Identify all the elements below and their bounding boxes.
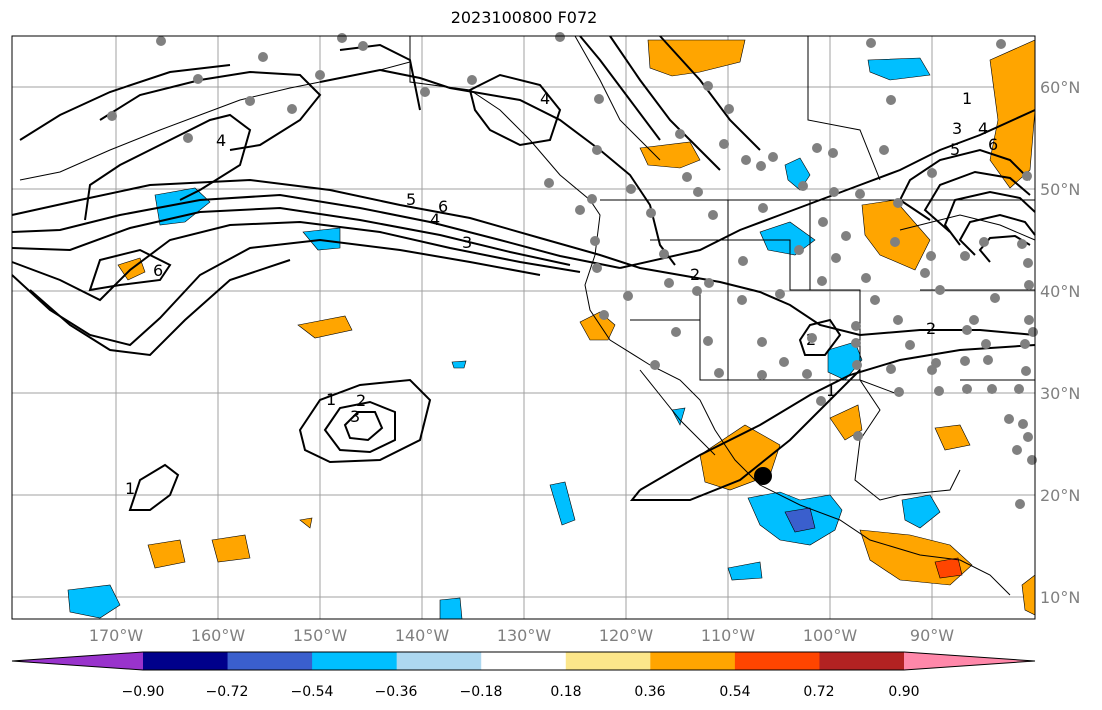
lon-label-130w: 130°W [497,626,552,645]
cb-tick-label: −0.90 [122,684,165,700]
contour-label-2d: 2 [356,391,366,410]
contour-label-6: 6 [988,135,998,154]
colorbar-segment [481,652,567,670]
colorbar [11,651,1036,671]
contour-label-4c: 4 [216,131,226,150]
station-markers [107,32,1038,509]
contour-label-3c: 3 [350,407,360,426]
colorbar-segment [312,652,398,670]
colorbar-segment [734,652,820,670]
longitude-labels: 170°W 160°W 150°W 140°W 130°W 120°W 110°… [89,626,954,645]
contour-label-2b: 2 [926,319,936,338]
lon-label-140w: 140°W [395,626,450,645]
cb-tick-label: −0.54 [291,684,334,700]
colorbar-segment [650,652,736,670]
colorbar-segment [565,652,651,670]
cb-tick-label: 0.90 [888,684,919,700]
cb-tick-label: 0.18 [550,684,581,700]
colorbar-segment [396,652,482,670]
contour-label-1b: 1 [826,381,836,400]
cb-tick-label: 0.36 [634,684,665,700]
contour-label-6b: 6 [438,197,448,216]
cb-tick-label: −0.36 [375,684,418,700]
latitude-labels: 60°N 50°N 40°N 30°N 20°N 10°N [1040,78,1080,607]
contour-label-5: 5 [950,140,960,159]
colorbar-outline [11,651,1036,671]
anomaly-shading [67,39,1036,620]
lat-label-50: 50°N [1040,180,1080,199]
chart-title: 2023100800 F072 [450,8,598,27]
contour-label-6c: 6 [153,261,163,280]
contours [11,35,1036,511]
contour-label-1: 1 [962,89,972,108]
lon-label-90w: 90°W [910,626,954,645]
contour-label-1d: 1 [125,479,135,498]
lat-label-60: 60°N [1040,78,1080,97]
contour-label-4b: 4 [430,210,440,229]
lon-label-160w: 160°W [191,626,246,645]
cb-tick-label: −0.72 [206,684,249,700]
cb-tick-label: 0.72 [803,684,834,700]
lat-label-10: 10°N [1040,588,1080,607]
coastlines [19,35,1036,596]
contour-label-3: 3 [952,119,962,138]
contour-label-5b: 5 [406,190,416,209]
lat-label-20: 20°N [1040,486,1080,505]
lon-label-100w: 100°W [803,626,858,645]
colorbar-segment [227,652,313,670]
colorbar-segment [819,652,905,670]
colorbar-extend-min [12,652,143,670]
lon-label-150w: 150°W [293,626,348,645]
contour-label-2a: 2 [690,265,700,284]
colorbar-tick-labels: −0.90 −0.72 −0.54 −0.36 −0.18 0.18 0.36 … [122,684,920,700]
lon-label-110w: 110°W [701,626,756,645]
colorbar-extend-max [904,652,1035,670]
cb-tick-label: 0.54 [719,684,750,700]
map-border [11,35,1036,620]
colorbar-segment [143,652,229,670]
lat-label-30: 30°N [1040,384,1080,403]
contour-label-1c: 1 [326,390,336,409]
contour-label-3b: 3 [462,233,472,252]
cb-tick-label: −0.18 [460,684,503,700]
lat-label-40: 40°N [1040,282,1080,301]
storm-center-marker [754,467,772,485]
lon-label-170w: 170°W [89,626,144,645]
lon-label-120w: 120°W [599,626,654,645]
contour-label-4d: 4 [540,89,550,108]
graticule [12,36,1035,619]
contour-label-4: 4 [978,119,988,138]
